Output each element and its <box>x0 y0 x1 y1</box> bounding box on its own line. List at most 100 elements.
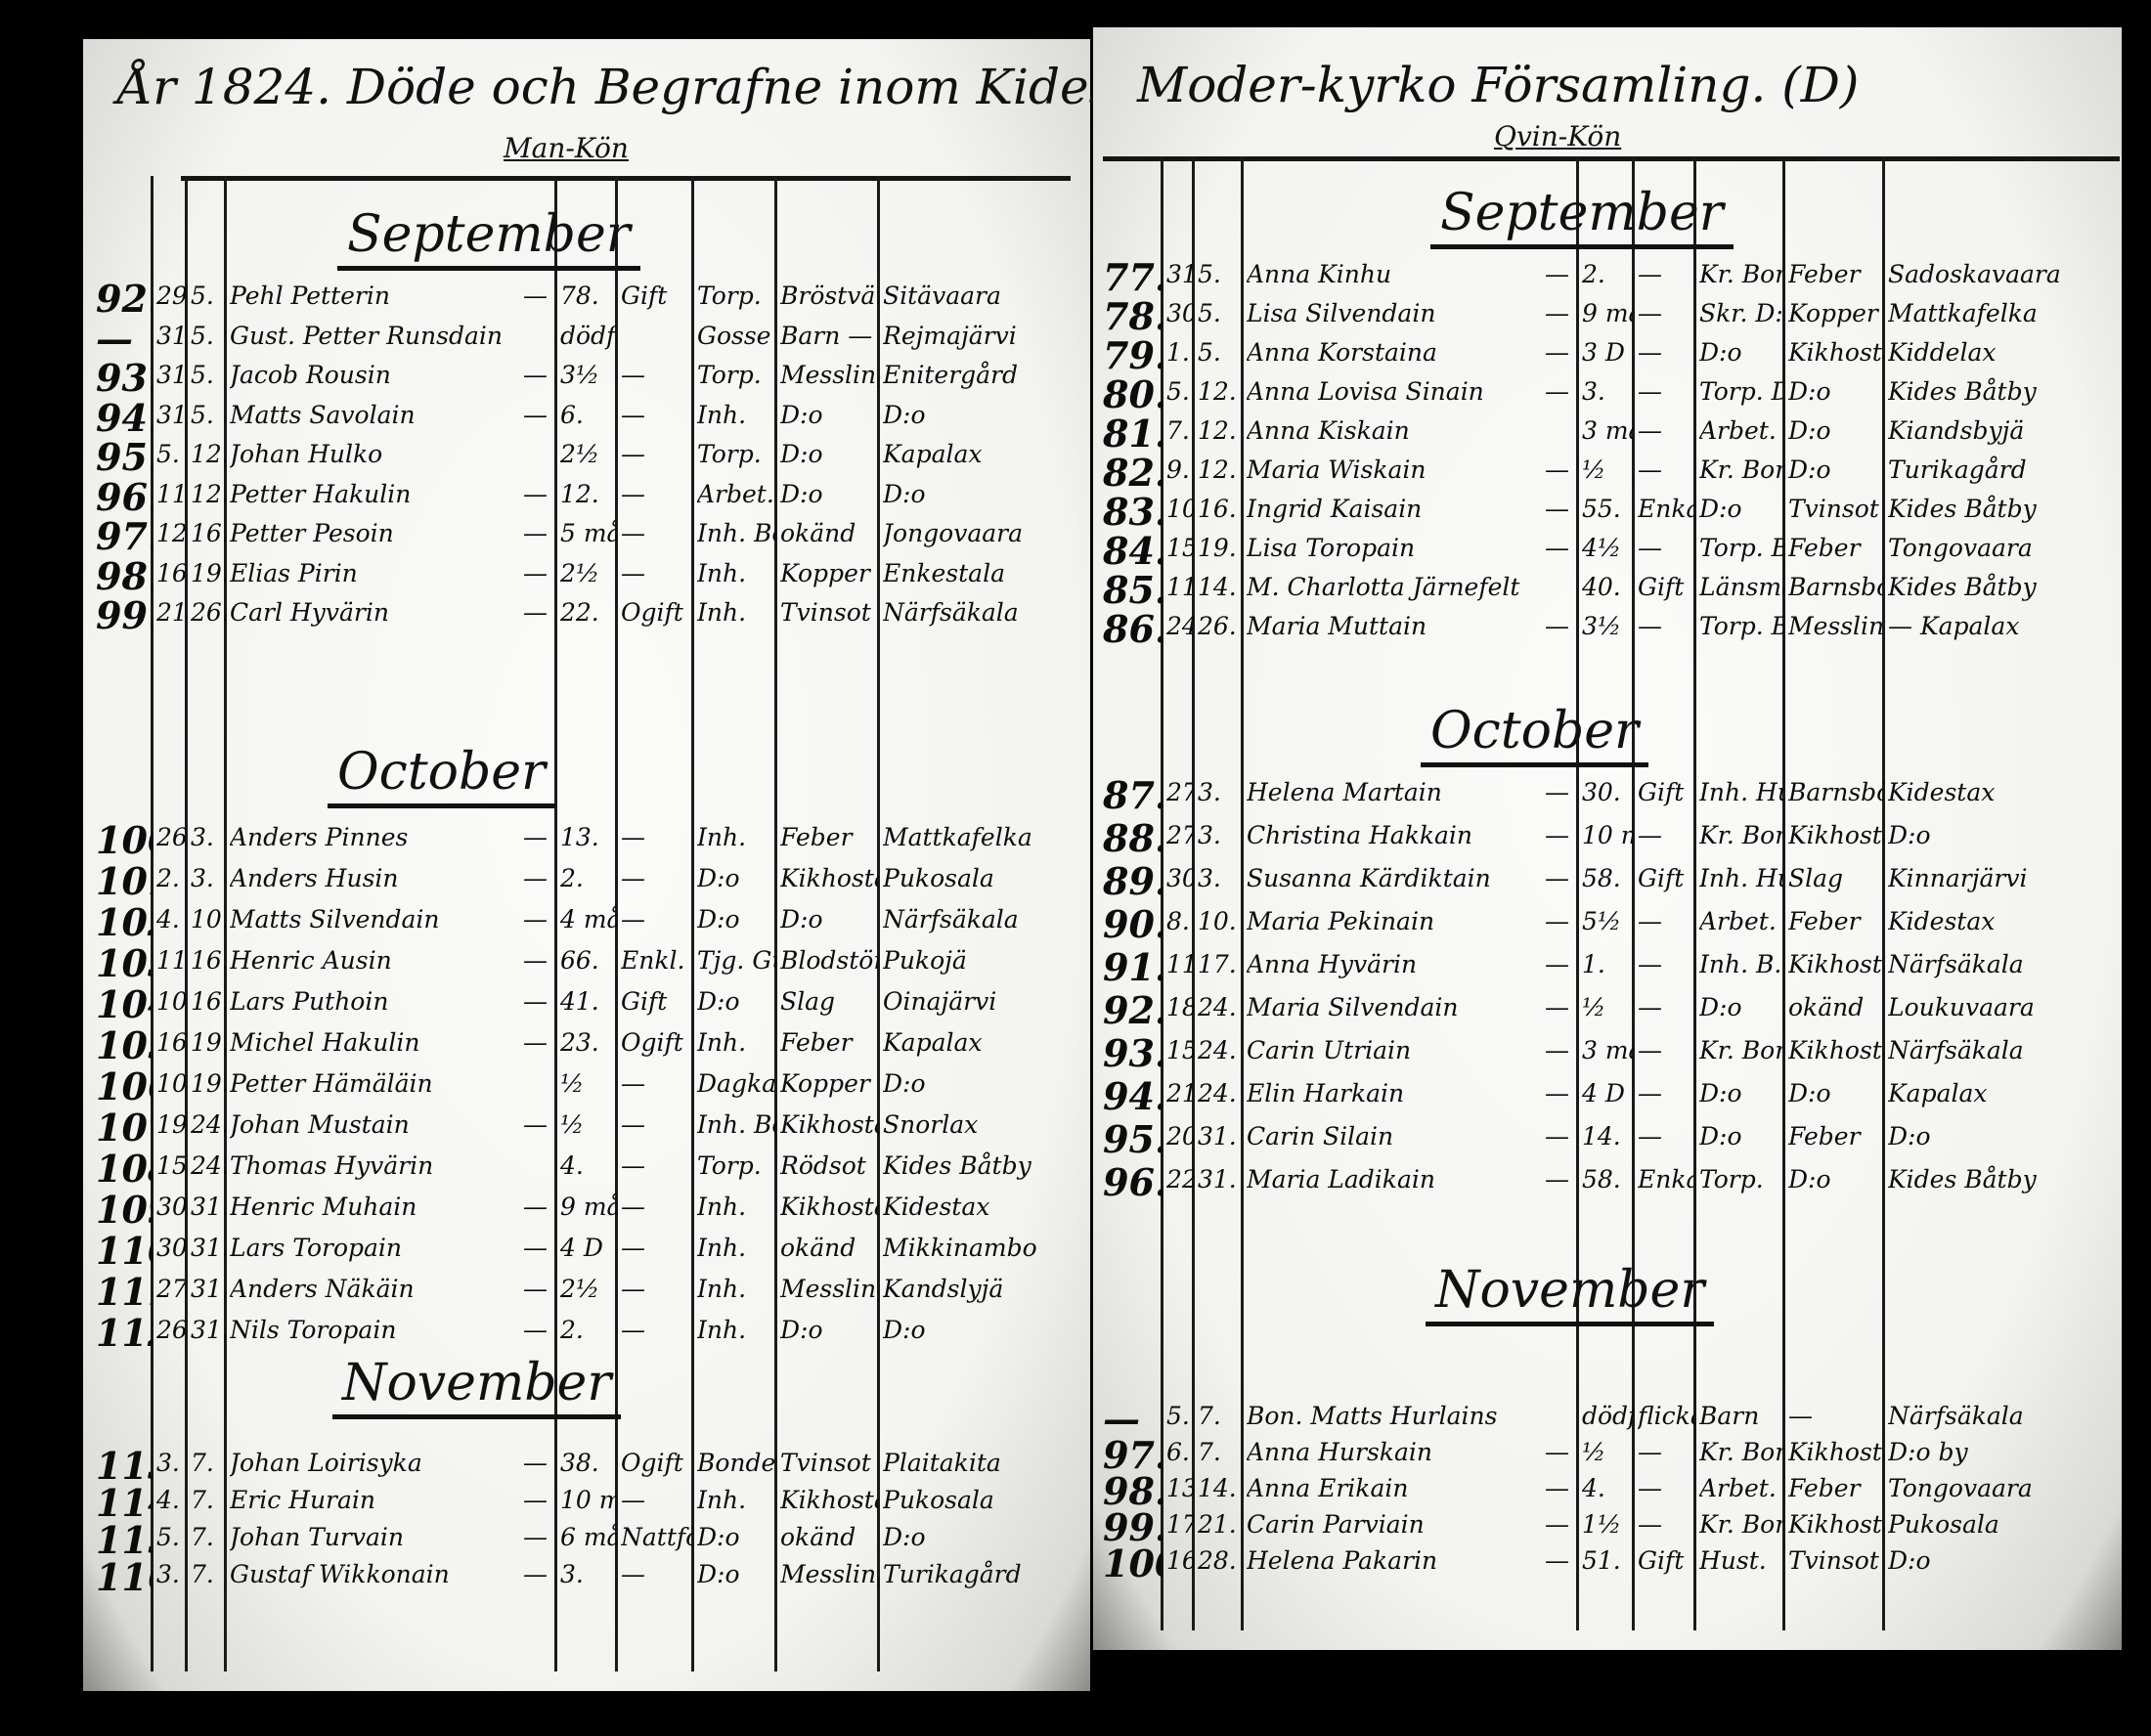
entry-age: 41. <box>560 987 599 1016</box>
entry-name: Ingrid Kaisain <box>1247 495 1423 523</box>
entry-cause-of-death: Bröstvärk <box>780 282 879 310</box>
entry-entry-number: 89. <box>1103 862 1163 901</box>
entry-station: Torp. B. <box>1699 612 1784 640</box>
entry-cause-of-death: Messling <box>1788 612 1884 640</box>
entry-village: Tongovaara <box>1888 1474 2033 1502</box>
entry-village: Kides Båtby <box>1888 573 2037 601</box>
entry-entry-number: 94. <box>96 398 153 438</box>
entry-cause-of-death: okänd <box>1788 993 1865 1021</box>
entry-name: Anna Korstaina <box>1247 338 1437 367</box>
entry-age: 40. <box>1582 573 1621 601</box>
entry-age: 6 mån <box>560 1523 617 1551</box>
entry-civil-status: flicka <box>1638 1402 1695 1430</box>
entry-cause-of-death: Tvinsot <box>780 598 871 627</box>
entry-dash: — <box>523 400 548 429</box>
entry-name: Petter Hakulin <box>230 479 412 508</box>
entry-station: Kr. Bon. <box>1699 456 1784 484</box>
entry-dash: — <box>523 1486 548 1514</box>
left-page-title: År 1824. Döde och Begrafne inom Kides <box>117 59 1115 115</box>
entry-village: Kinnarjärvi <box>1888 864 2028 892</box>
entry-village: D:o <box>1888 1546 1931 1575</box>
entry-cause-of-death: Blodstörtning <box>780 946 879 975</box>
entry-age: 66. <box>560 946 599 975</box>
entry-village: Kiandsbyjä <box>1888 416 2025 445</box>
entry-name: Anna Lovisa Sinain <box>1247 377 1484 406</box>
entry-age: 58. <box>1582 864 1621 892</box>
entry-burial-date: 5. <box>1198 260 1221 288</box>
entry-cause-of-death: Rödsot <box>780 1151 866 1180</box>
entry-civil-status: — <box>621 1234 645 1262</box>
entry-entry-number: 116. <box>96 1558 153 1597</box>
entry-dash: — <box>523 1234 548 1262</box>
entry-dash: — <box>1545 821 1569 849</box>
entry-village: D:o <box>883 1069 926 1098</box>
entry-name: Christina Hakkain <box>1247 821 1473 849</box>
entry-civil-status: — <box>621 905 645 933</box>
entry-death-date: 21. <box>1166 1079 1194 1107</box>
entry-cause-of-death: Kikhosta <box>1788 1510 1884 1539</box>
column-rule <box>1782 156 1785 1630</box>
entry-death-date: 4. <box>156 905 180 933</box>
entry-name: Pehl Petterin <box>230 282 390 310</box>
entry-age: 1. <box>1582 950 1605 978</box>
entry-dash: — <box>523 1028 548 1057</box>
entry-cause-of-death: D:o <box>780 1316 823 1344</box>
entry-cause-of-death: Feber <box>1788 907 1861 935</box>
entry-station: Barn <box>1699 1402 1760 1430</box>
entry-civil-status: — <box>1638 993 1662 1021</box>
entry-civil-status: — <box>1638 1474 1662 1502</box>
entry-station: Inh. Bon. <box>697 1110 776 1139</box>
entry-burial-date: 19. <box>191 1028 226 1057</box>
entry-age: 9 mån <box>1582 299 1634 327</box>
entry-station: Torp. B. <box>1699 534 1784 562</box>
entry-dash: — <box>523 558 548 587</box>
entry-civil-status: Gift <box>1638 573 1685 601</box>
entry-station: Inh. <box>697 1486 747 1514</box>
entry-age: 9 mån <box>560 1193 617 1221</box>
entry-village: Enitergård <box>883 361 1019 389</box>
entry-age: ½ <box>1582 1438 1606 1466</box>
entry-name: Carin Utriain <box>1247 1036 1412 1064</box>
entry-village: — Kapalax <box>1888 612 2020 640</box>
entry-village: D:o by <box>1888 1438 1968 1466</box>
entry-burial-date: 3. <box>191 823 214 851</box>
entry-village: D:o <box>883 1316 926 1344</box>
entry-village: Närfsäkala <box>1888 1036 2024 1064</box>
entry-village: Tongovaara <box>1888 534 2033 562</box>
entry-death-date: 24. <box>1166 612 1194 640</box>
entry-death-date: 3. <box>156 1560 180 1588</box>
entry-village: Snorlax <box>883 1110 979 1139</box>
entry-death-date: 31/8 <box>1166 260 1194 288</box>
entry-name: Susanna Kärdiktain <box>1247 864 1491 892</box>
entry-station: Tjg. Gub. <box>697 946 776 975</box>
month-heading: October <box>328 743 555 808</box>
entry-cause-of-death: D:o <box>780 440 823 468</box>
entry-village: Pukojä <box>883 946 967 975</box>
entry-station: D:o <box>1699 338 1742 367</box>
entry-age: 38. <box>560 1449 599 1477</box>
entry-cause-of-death: Feber <box>780 823 853 851</box>
column-rule <box>151 176 154 1671</box>
entry-death-date: 31/8 <box>156 361 187 389</box>
entry-name: Anders Pinnes <box>230 823 409 851</box>
entry-village: D:o <box>883 1523 926 1551</box>
entry-civil-status: — <box>1638 1122 1662 1150</box>
entry-death-date: 4. <box>156 1486 180 1514</box>
entry-entry-number: 115. <box>96 1521 153 1560</box>
entry-death-date: 5. <box>156 440 180 468</box>
entry-civil-status: — <box>621 1151 645 1180</box>
entry-death-date: 27/9 <box>1166 778 1194 806</box>
entry-burial-date: 24. <box>1198 993 1237 1021</box>
entry-name: Elin Harkain <box>1247 1079 1405 1107</box>
entry-cause-of-death: D:o <box>1788 377 1831 406</box>
column-rule <box>554 176 557 1671</box>
entry-entry-number: 93. <box>1103 1034 1163 1073</box>
entry-death-date: 29/8 <box>156 282 187 310</box>
entry-burial-date: 26. <box>1198 612 1237 640</box>
entry-name: Anna Kiskain <box>1247 416 1410 445</box>
entry-age: 4 D <box>560 1234 603 1262</box>
month-heading: September <box>337 205 640 271</box>
entry-cause-of-death: D:o <box>1788 1165 1831 1194</box>
entry-entry-number: 93. <box>96 359 153 398</box>
entry-burial-date: 3. <box>1198 864 1221 892</box>
